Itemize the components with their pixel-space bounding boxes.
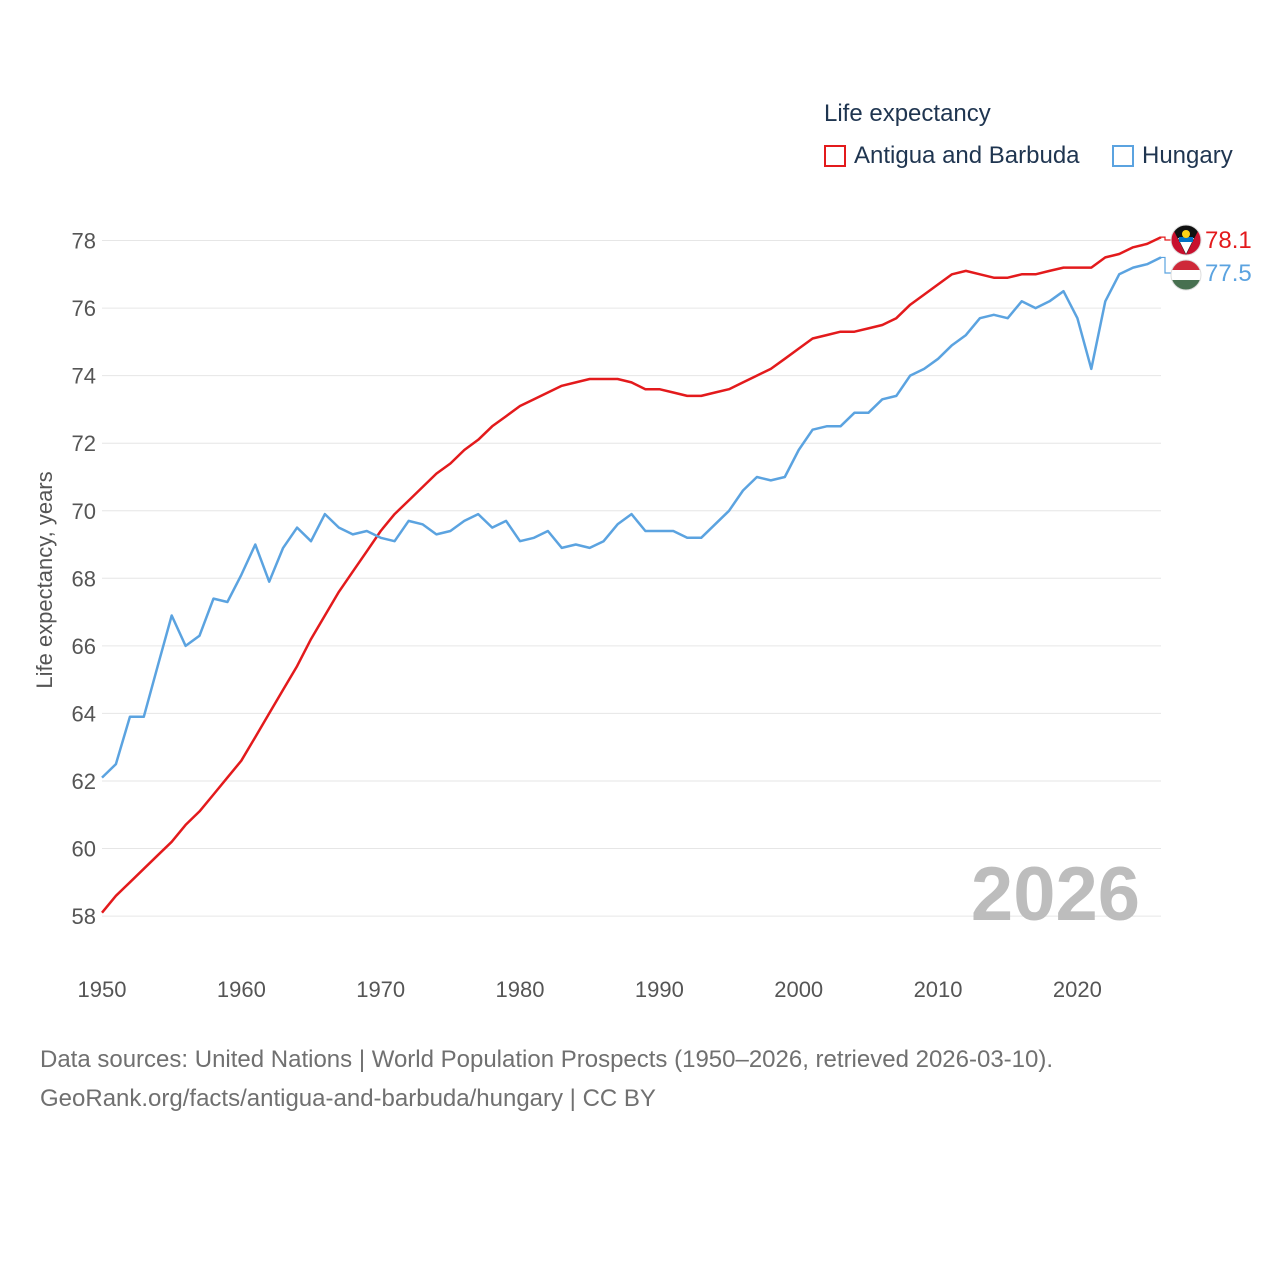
series-line-antigua [101, 236, 1162, 914]
y-tick-64: 64 [72, 701, 96, 726]
x-tick-2020: 2020 [1053, 977, 1102, 1002]
footer-link[interactable]: GeoRank.org/facts/antigua-and-barbuda/hu… [40, 1085, 656, 1112]
y-tick-76: 76 [72, 296, 96, 321]
year-watermark: 2026 [971, 852, 1140, 937]
end-markers: 78.1 77.5 [1161, 224, 1252, 291]
end-value-label-1: 77.5 [1205, 260, 1252, 287]
x-tick-1950: 1950 [78, 977, 127, 1002]
x-tick-2010: 2010 [914, 977, 963, 1002]
y-tick-58: 58 [72, 904, 96, 929]
hungary-flag-icon [1170, 259, 1202, 291]
legend-title: Life expectancy [824, 100, 991, 127]
legend-label-antigua: Antigua and Barbuda [854, 142, 1080, 169]
x-tick-1970: 1970 [356, 977, 405, 1002]
y-tick-68: 68 [72, 566, 96, 591]
legend-item-hungary[interactable]: Hungary [1112, 142, 1233, 170]
legend-label-hungary: Hungary [1142, 142, 1233, 169]
x-axis-ticks: 1950 1960 1970 1980 1990 2000 2010 2020 [78, 977, 1102, 1002]
legend-item-antigua[interactable]: Antigua and Barbuda [824, 142, 1080, 170]
leader-line-1 [1161, 256, 1171, 274]
y-tick-72: 72 [72, 431, 96, 456]
series-line-hungary [101, 256, 1162, 779]
grid-lines [102, 240, 1161, 917]
y-axis-label: Life expectancy, years [32, 471, 57, 688]
y-tick-74: 74 [72, 364, 96, 389]
legend-swatch-antigua [824, 145, 846, 167]
y-axis-ticks: 58 60 62 64 66 68 70 72 74 76 78 [72, 229, 96, 930]
y-tick-78: 78 [72, 229, 96, 254]
y-tick-70: 70 [72, 499, 96, 524]
x-tick-1980: 1980 [496, 977, 545, 1002]
x-tick-1960: 1960 [217, 977, 266, 1002]
y-tick-66: 66 [72, 634, 96, 659]
antigua-and-barbuda-flag-icon [1170, 224, 1202, 256]
footer-sources: Data sources: United Nations | World Pop… [40, 1046, 1054, 1073]
x-tick-1990: 1990 [635, 977, 684, 1002]
x-tick-2000: 2000 [774, 977, 823, 1002]
y-tick-62: 62 [72, 769, 96, 794]
legend-swatch-hungary [1112, 145, 1134, 167]
series-lines [101, 236, 1162, 914]
y-tick-60: 60 [72, 837, 96, 862]
leader-line-0 [1161, 236, 1171, 241]
end-value-label-0: 78.1 [1205, 227, 1252, 254]
